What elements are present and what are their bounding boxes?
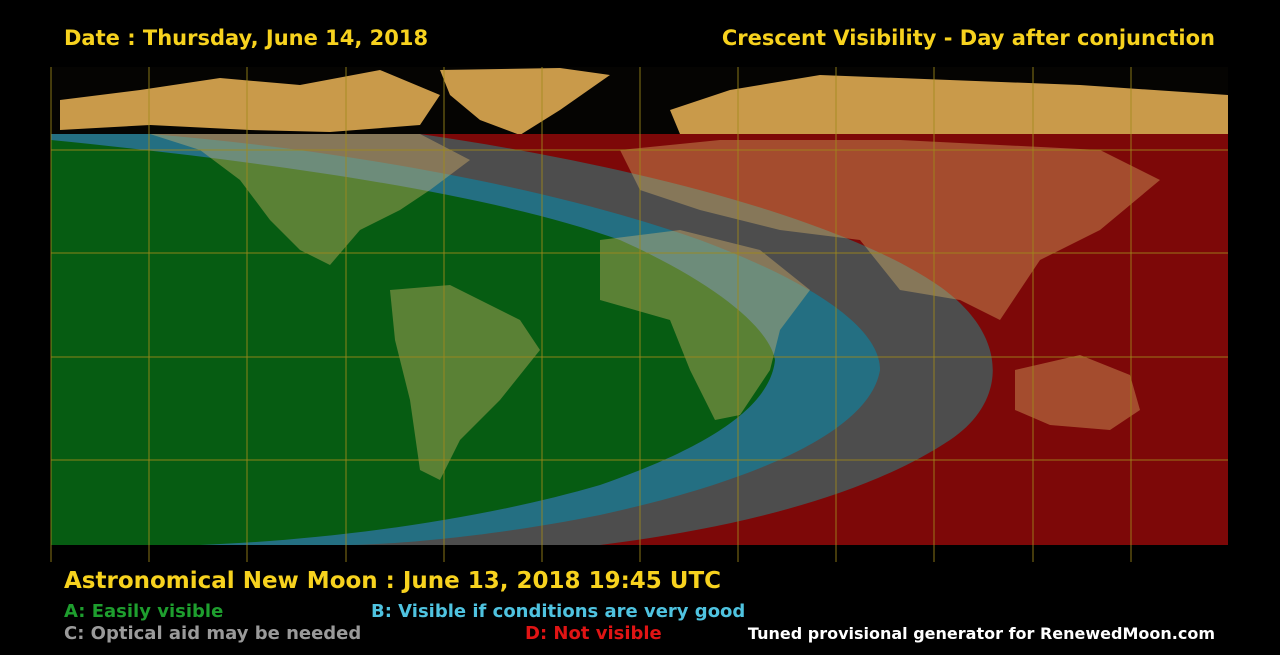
north-america bbox=[150, 134, 470, 265]
australia bbox=[1015, 355, 1140, 430]
legend-d: D: Not visible bbox=[525, 623, 662, 644]
legend-b: B: Visible if conditions are very good bbox=[371, 601, 745, 622]
graticule bbox=[50, 67, 1228, 562]
south-america bbox=[390, 285, 540, 480]
map bbox=[50, 67, 1228, 562]
eurasia bbox=[620, 140, 1160, 320]
date: Date : Thursday, June 14, 2018 bbox=[64, 26, 428, 50]
africa bbox=[600, 230, 810, 420]
credit: Tuned provisional generator for RenewedM… bbox=[748, 624, 1215, 643]
legend-a: A: Easily visible bbox=[64, 601, 223, 622]
north-america-arctic bbox=[60, 70, 440, 132]
eurasia-arctic bbox=[670, 75, 1228, 134]
title: Crescent Visibility - Day after conjunct… bbox=[722, 26, 1215, 50]
legend-c: C: Optical aid may be needed bbox=[64, 623, 361, 644]
greenland bbox=[440, 68, 610, 135]
zone-a-easily-visible bbox=[51, 140, 775, 545]
new-moon-time: Astronomical New Moon : June 13, 2018 19… bbox=[64, 568, 721, 594]
